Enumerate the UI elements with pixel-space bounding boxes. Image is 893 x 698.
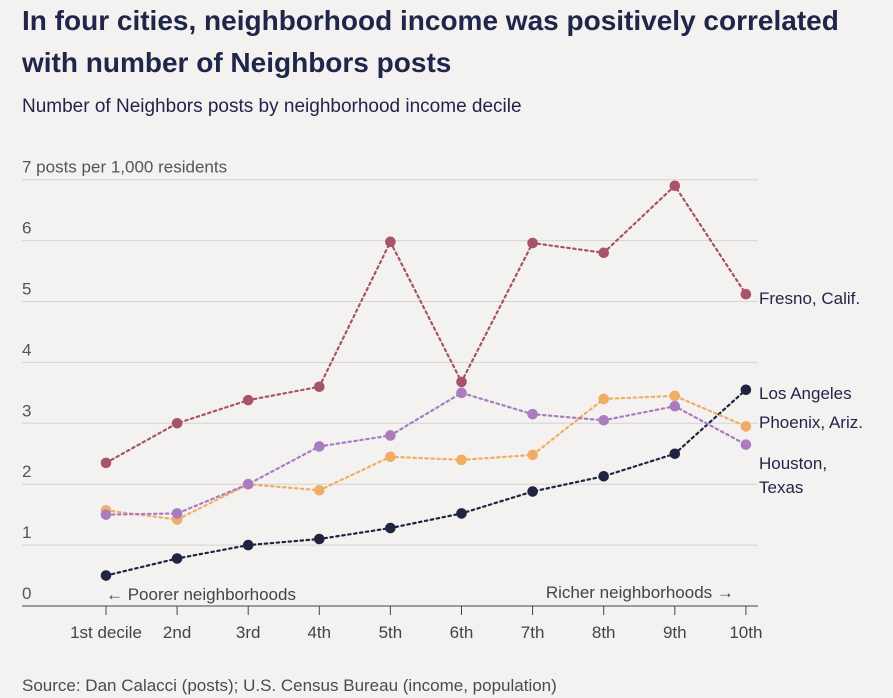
data-point [527,486,538,497]
data-point [598,470,609,482]
data-point [669,390,681,402]
x-tick-label: 1st decile [70,623,142,642]
series-label-fresno-calif: Fresno, Calif. [759,289,860,308]
series-line-phoenix-ariz [104,394,748,521]
x-tick-label: 3rd [236,623,261,642]
data-point [385,451,396,463]
series-phoenix-ariz [100,390,752,525]
series-los-angeles [100,384,752,581]
series-label-los-angeles: Los Angeles [759,384,852,403]
annotation-poorer: ← Poorer neighborhoods [106,585,296,604]
data-point [314,441,325,452]
data-point [456,376,467,388]
data-point [314,381,325,393]
data-point [385,430,396,441]
series-label-houston-texas: Houston, [759,454,827,473]
data-point [100,570,112,581]
data-point [740,439,752,450]
x-tick-label: 4th [307,623,331,642]
series-group [100,180,752,581]
data-point [527,449,538,461]
chart-title: In four cities, neighborhood income was … [22,5,839,78]
data-point [171,418,183,429]
annotations: ← Poorer neighborhoods Richer neighborhoo… [106,583,734,604]
y-tick-label: 0 [22,584,31,603]
x-tick-label: 10th [729,623,762,642]
data-point [740,421,752,432]
series-line-los-angeles [104,388,748,577]
series-labels: Fresno, Calif. Los Angeles Phoenix, Ariz. H… [759,289,863,497]
data-point [100,457,112,469]
series-fresno-calif [100,180,752,469]
data-point [669,448,681,460]
data-point [171,553,183,564]
y-tick-label: 1 [22,523,31,542]
y-tick-label: 7 posts per 1,000 residents [22,158,227,177]
series-line-fresno-calif [104,184,748,464]
x-axis: 1st decile 2nd 3rd 4th 5th 6th 7th 8th 9th 10th [22,605,762,642]
data-point [456,387,467,399]
data-point [740,288,752,300]
series-label-phoenix-ariz: Phoenix, Ariz. [759,413,863,432]
data-point [385,522,396,534]
x-tick-label: 6th [450,623,474,642]
y-tick-label: 2 [22,462,31,481]
series-line-houston-texas [104,391,748,516]
series-houston-texas [100,387,752,520]
data-point [740,384,752,396]
x-tick-label: 5th [379,623,403,642]
y-tick-label: 3 [22,401,31,420]
data-point [598,414,609,426]
x-tick-label: 8th [592,623,616,642]
data-point [242,394,254,406]
annotation-richer: Richer neighborhoods → [546,583,734,602]
source-note: Source: Dan Calacci (posts); U.S. Census… [22,676,557,695]
data-point [100,509,112,520]
data-point [456,454,467,466]
gridlines [22,179,758,546]
y-tick-labels: 0 1 2 3 4 5 6 7 posts per 1,000 residents [22,158,227,603]
x-tick-label: 7th [521,623,545,642]
x-tick-label: 2nd [163,623,191,642]
y-tick-label: 4 [22,340,31,359]
data-point [527,408,538,420]
data-point [385,236,396,248]
y-tick-label: 6 [22,219,31,238]
data-point [456,508,467,519]
x-tick-label: 9th [663,623,687,642]
data-point [242,539,254,551]
data-point [669,400,681,412]
data-point [598,247,609,259]
y-tick-label: 5 [22,280,31,299]
data-point [242,478,254,490]
chart-subtitle: Number of Neighbors posts by neighborhoo… [22,96,522,117]
series-label-houston-texas: Texas [759,478,803,497]
data-point [527,237,538,249]
data-point [314,533,325,545]
data-point [171,508,183,519]
data-point [598,393,609,405]
data-point [314,484,325,496]
data-point [669,180,681,192]
